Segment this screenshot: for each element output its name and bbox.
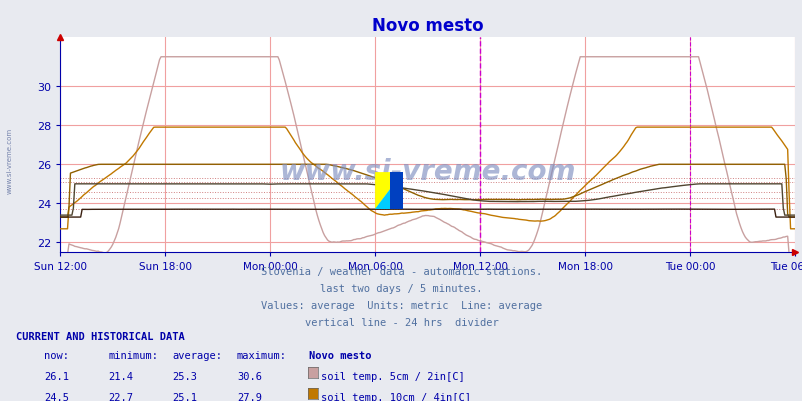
Text: Novo mesto: Novo mesto bbox=[309, 350, 371, 360]
Polygon shape bbox=[375, 173, 403, 210]
Text: now:: now: bbox=[44, 350, 69, 360]
Text: 25.3: 25.3 bbox=[172, 371, 197, 381]
Text: www.si-vreme.com: www.si-vreme.com bbox=[6, 128, 12, 193]
Text: 21.4: 21.4 bbox=[108, 371, 133, 381]
Text: Values: average  Units: metric  Line: average: Values: average Units: metric Line: aver… bbox=[261, 300, 541, 310]
Bar bbox=[390, 173, 403, 210]
Text: last two days / 5 minutes.: last two days / 5 minutes. bbox=[320, 284, 482, 294]
Text: 26.1: 26.1 bbox=[44, 371, 69, 381]
Text: 25.1: 25.1 bbox=[172, 392, 197, 401]
Text: maximum:: maximum: bbox=[237, 350, 286, 360]
Text: www.si-vreme.com: www.si-vreme.com bbox=[279, 157, 575, 185]
Text: Slovenia / weather data - automatic stations.: Slovenia / weather data - automatic stat… bbox=[261, 267, 541, 277]
Text: soil temp. 5cm / 2in[C]: soil temp. 5cm / 2in[C] bbox=[321, 371, 464, 381]
Text: average:: average: bbox=[172, 350, 222, 360]
Text: 24.5: 24.5 bbox=[44, 392, 69, 401]
Text: CURRENT AND HISTORICAL DATA: CURRENT AND HISTORICAL DATA bbox=[16, 331, 184, 341]
Text: vertical line - 24 hrs  divider: vertical line - 24 hrs divider bbox=[304, 317, 498, 327]
Text: 30.6: 30.6 bbox=[237, 371, 261, 381]
Text: 22.7: 22.7 bbox=[108, 392, 133, 401]
Polygon shape bbox=[375, 173, 403, 210]
Text: minimum:: minimum: bbox=[108, 350, 158, 360]
Text: 27.9: 27.9 bbox=[237, 392, 261, 401]
Text: soil temp. 10cm / 4in[C]: soil temp. 10cm / 4in[C] bbox=[321, 392, 471, 401]
Title: Novo mesto: Novo mesto bbox=[371, 17, 483, 35]
